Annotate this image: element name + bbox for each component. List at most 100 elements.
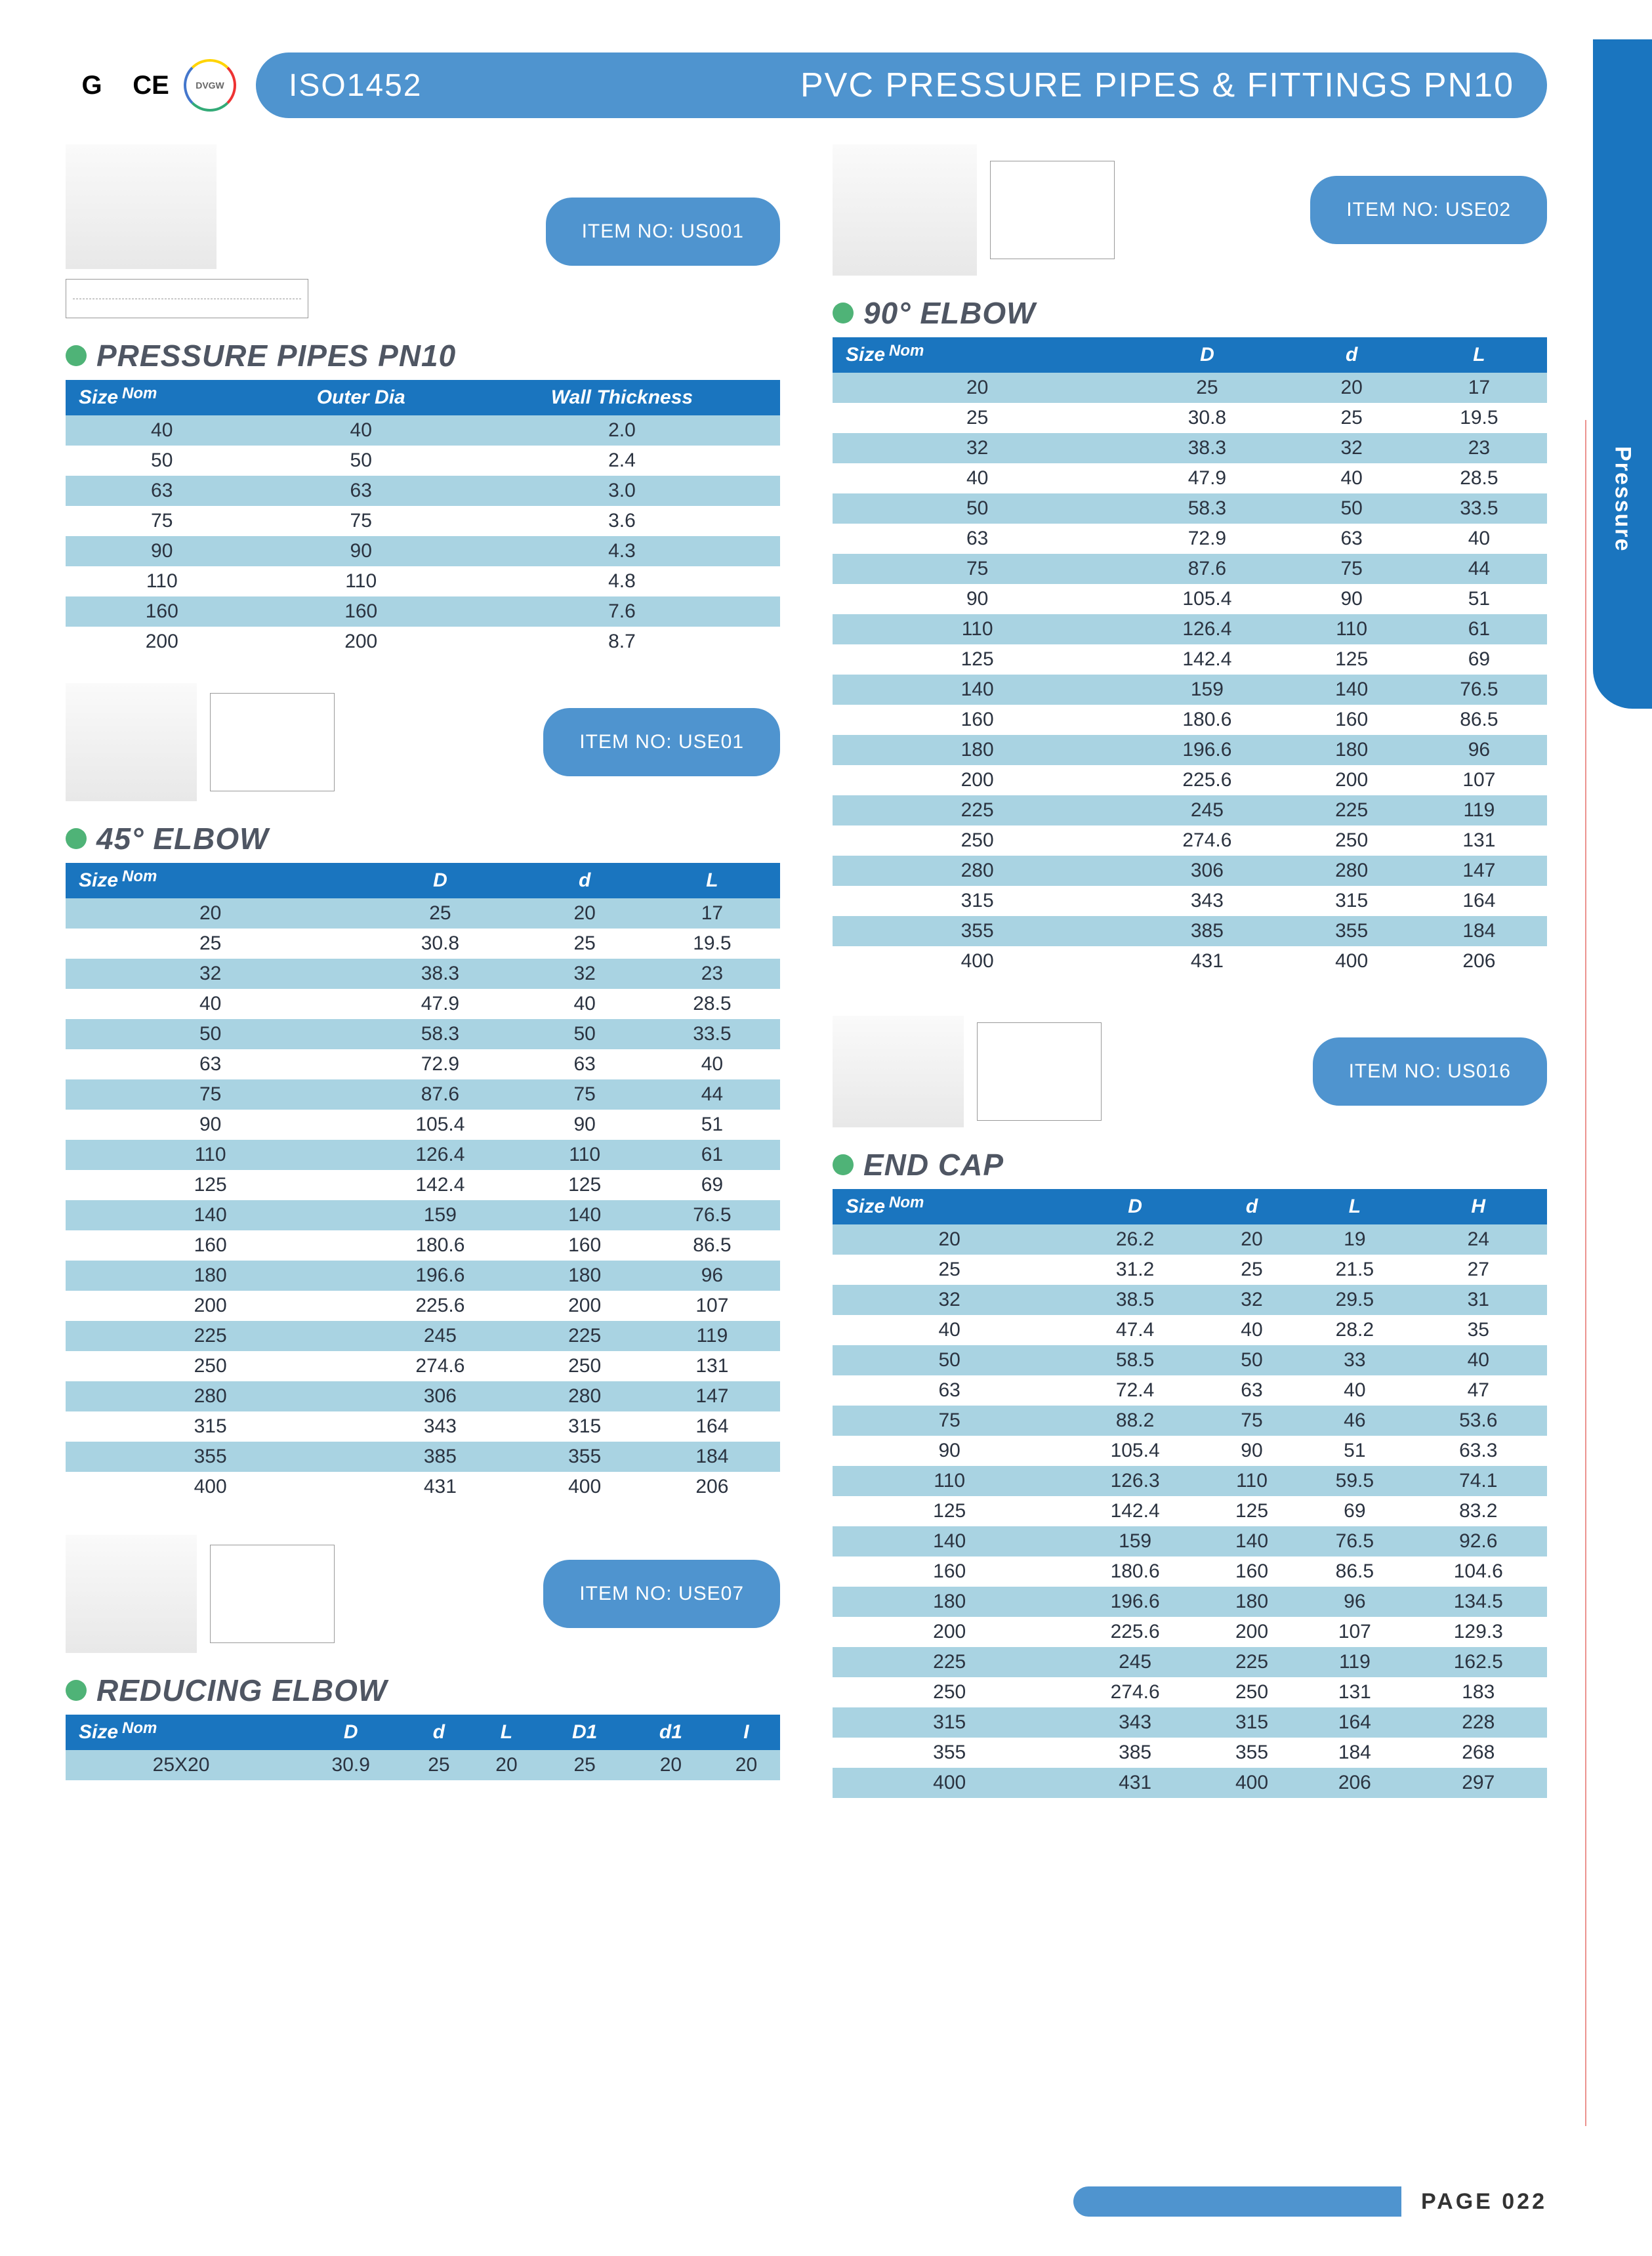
table-row: 315343315164 — [66, 1411, 780, 1442]
table-cell: 53.6 — [1410, 1406, 1547, 1436]
table-cell: 25X20 — [66, 1750, 297, 1780]
table-cell: 47 — [1410, 1375, 1547, 1406]
table-row: 14015914076.5 — [833, 675, 1547, 705]
table-cell: 105.4 — [1122, 584, 1292, 614]
table-cell: 160 — [66, 1230, 355, 1261]
table-cell: 76.5 — [1300, 1526, 1409, 1556]
product-pipes: ITEM NO: US001 — [66, 144, 780, 318]
table-cell: 75 — [1292, 554, 1411, 584]
product-endcap: ITEM NO: US016 — [833, 1016, 1547, 1127]
table-cell: 20 — [1292, 373, 1411, 403]
table-elbow45: SizeNomDdL202520172530.82519.53238.33223… — [66, 863, 780, 1502]
drawing-pipe-side — [66, 279, 308, 318]
table-cell: 17 — [1411, 373, 1547, 403]
table-cell: 40 — [833, 463, 1122, 493]
table-cell: 306 — [355, 1381, 525, 1411]
section-title-elbow45: 45° ELBOW — [66, 821, 780, 856]
table-row: 2026.2201924 — [833, 1224, 1547, 1255]
photo-reducing — [66, 1535, 197, 1653]
table-cell: 59.5 — [1300, 1466, 1409, 1496]
table-cell: 8.7 — [464, 627, 780, 657]
table-cell: 200 — [258, 627, 464, 657]
section-title-reducing: REDUCING ELBOW — [66, 1673, 780, 1708]
table-cell: 27 — [1410, 1255, 1547, 1285]
table-cell: 160 — [526, 1230, 644, 1261]
table-cell: 75 — [258, 506, 464, 536]
table-cell: 274.6 — [355, 1351, 525, 1381]
item-no-reducing: ITEM NO: USE07 — [543, 1560, 780, 1628]
col-header: L — [644, 863, 780, 898]
table-row: 125142.412569 — [66, 1170, 780, 1200]
table-cell: 196.6 — [1066, 1587, 1203, 1617]
table-pipes: SizeNomOuter DiaWall Thickness40402.0505… — [66, 380, 780, 657]
table-cell: 225 — [833, 1647, 1066, 1677]
table-cell: 225 — [1204, 1647, 1300, 1677]
product-reducing: ITEM NO: USE07 — [66, 1535, 780, 1653]
table-cell: 25 — [405, 1750, 472, 1780]
table-row: 180196.618096 — [66, 1261, 780, 1291]
table-cell: 126.4 — [355, 1140, 525, 1170]
table-cell: 90 — [66, 536, 258, 566]
table-cell: 400 — [1292, 946, 1411, 976]
table-cell: 87.6 — [355, 1079, 525, 1110]
table-cell: 47.9 — [1122, 463, 1292, 493]
table-cell: 20 — [629, 1750, 712, 1780]
table-row: 4047.44028.235 — [833, 1315, 1547, 1345]
table-cell: 90 — [833, 1436, 1066, 1466]
photo-endcap — [833, 1016, 964, 1127]
table-cell: 206 — [644, 1472, 780, 1502]
table-row: 180196.618096134.5 — [833, 1587, 1547, 1617]
col-header: d — [1292, 337, 1411, 373]
table-cell: 400 — [833, 946, 1122, 976]
col-header: D — [1122, 337, 1292, 373]
table-cell: 119 — [1300, 1647, 1409, 1677]
table-row: 355385355184268 — [833, 1738, 1547, 1768]
table-row: 280306280147 — [833, 856, 1547, 886]
table-cell: 131 — [1411, 825, 1547, 856]
table-row: 75753.6 — [66, 506, 780, 536]
table-cell: 200 — [1204, 1617, 1300, 1647]
left-column: ITEM NO: US001 PRESSURE PIPES PN10 SizeN… — [66, 144, 780, 1798]
table-cell: 19.5 — [1411, 403, 1547, 433]
col-header: D — [1066, 1189, 1203, 1224]
table-cell: 180.6 — [1122, 705, 1292, 735]
table-cell: 180 — [1292, 735, 1411, 765]
table-cell: 225.6 — [1066, 1617, 1203, 1647]
table-cell: 86.5 — [1300, 1556, 1409, 1587]
table-cell: 110 — [526, 1140, 644, 1170]
table-cell: 26.2 — [1066, 1224, 1203, 1255]
table-cell: 131 — [1300, 1677, 1409, 1707]
table-cell: 110 — [66, 566, 258, 596]
table-cell: 46 — [1300, 1406, 1409, 1436]
table-cell: 110 — [1204, 1466, 1300, 1496]
table-cell: 119 — [644, 1321, 780, 1351]
table-cell: 7.6 — [464, 596, 780, 627]
table-cell: 107 — [644, 1291, 780, 1321]
table-cell: 160 — [1204, 1556, 1300, 1587]
table-cell: 431 — [355, 1472, 525, 1502]
table-row: 14015914076.5 — [66, 1200, 780, 1230]
table-cell: 50 — [66, 1019, 355, 1049]
table-row: 14015914076.592.6 — [833, 1526, 1547, 1556]
table-cell: 343 — [1122, 886, 1292, 916]
table-cell: 125 — [833, 1496, 1066, 1526]
table-row: 6372.96340 — [833, 524, 1547, 554]
table-cell: 63 — [833, 524, 1122, 554]
item-no-pipes: ITEM NO: US001 — [546, 198, 780, 266]
table-cell: 125 — [526, 1170, 644, 1200]
table-cell: 25 — [540, 1750, 629, 1780]
page-title: PVC PRESSURE PIPES & FITTINGS PN10 — [448, 66, 1514, 105]
table-cell: 164 — [644, 1411, 780, 1442]
table-cell: 3.6 — [464, 506, 780, 536]
table-cell: 159 — [1066, 1526, 1203, 1556]
side-tab-label: Pressure — [1610, 446, 1636, 553]
table-cell: 40 — [1411, 524, 1547, 554]
table-cell: 51 — [1300, 1436, 1409, 1466]
table-cell: 69 — [1300, 1496, 1409, 1526]
table-row: 280306280147 — [66, 1381, 780, 1411]
table-row: 6372.4634047 — [833, 1375, 1547, 1406]
table-cell: 315 — [66, 1411, 355, 1442]
table-cell: 180 — [833, 735, 1122, 765]
table-cell: 90 — [1204, 1436, 1300, 1466]
table-cell: 63.3 — [1410, 1436, 1547, 1466]
